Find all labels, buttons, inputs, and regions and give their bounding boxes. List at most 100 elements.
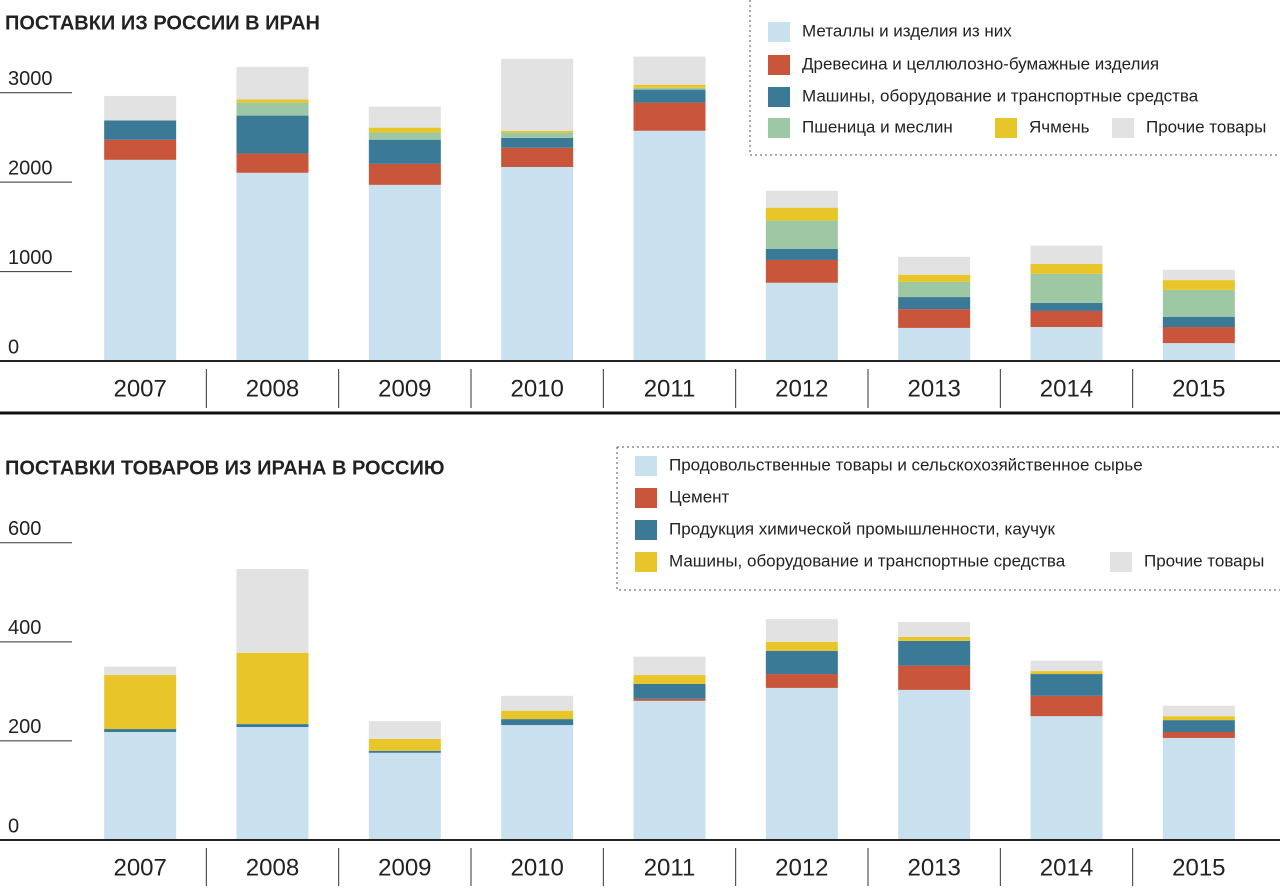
bar-segment [898, 689, 971, 840]
bar-segment [368, 163, 441, 185]
bar-segment [765, 619, 838, 642]
bar-segment [765, 687, 838, 840]
bar-segment [104, 139, 177, 160]
legend-frame [749, 0, 1280, 156]
bar-segment [236, 99, 309, 103]
x-tick-label: 2011 [644, 375, 696, 402]
bar-segment [1162, 289, 1235, 317]
bar-segment [765, 650, 838, 675]
bar-segment [633, 84, 706, 88]
bar-segment [501, 147, 574, 167]
bar-segment [633, 700, 706, 840]
bar-segment [1030, 263, 1103, 274]
bar-segment [1030, 671, 1103, 675]
legend-frame [616, 446, 1280, 591]
x-tick-label: 2010 [510, 375, 563, 402]
bar-segment [368, 127, 441, 133]
y-tick-label: 2000 [8, 157, 53, 179]
bar-segment [633, 56, 706, 85]
bar-segment [236, 724, 309, 728]
legend-label: Машины, оборудование и транспортные сред… [669, 551, 1066, 570]
bar-segment [501, 719, 574, 726]
x-tick-label: 2007 [113, 375, 166, 402]
bar-segment [501, 130, 574, 133]
legend-label: Цемент [669, 487, 730, 506]
bar-segment [1162, 737, 1235, 840]
legend-swatch [635, 488, 657, 508]
bar-segment [1030, 273, 1103, 303]
bar-segment [236, 569, 309, 653]
bar-segment [1162, 269, 1235, 281]
bar-segment [1030, 310, 1103, 328]
x-tick-label: 2013 [907, 854, 960, 881]
x-tick-label: 2009 [378, 375, 431, 402]
legend-swatch [1112, 118, 1134, 138]
bar-segment [1162, 327, 1235, 344]
x-tick-label: 2015 [1172, 854, 1225, 881]
bar-segment [765, 641, 838, 651]
x-tick-label: 2013 [907, 375, 960, 402]
legend-swatch [635, 456, 657, 476]
bar-segment [765, 259, 838, 283]
bar-segment [633, 675, 706, 684]
x-tick-label: 2008 [246, 854, 299, 881]
bar-segment [898, 665, 971, 690]
legend-swatch [635, 520, 657, 540]
bar-segment [633, 656, 706, 676]
bar-segment [236, 727, 309, 840]
bar-segment [368, 738, 441, 751]
bar-segment [1030, 245, 1103, 264]
bar-segment [368, 132, 441, 140]
legend-swatch [768, 87, 790, 107]
bar-segment [104, 95, 177, 121]
bar-segment [765, 282, 838, 361]
bar-segment [765, 190, 838, 208]
y-tick-label: 1000 [8, 247, 53, 269]
chart-title: ПОСТАВКИ ТОВАРОВ ИЗ ИРАНА В РОССИЮ [5, 457, 444, 479]
legend-label: Прочие товары [1144, 551, 1264, 570]
bar-segment [1030, 716, 1103, 840]
legend-label: Пшеница и меслин [802, 117, 953, 136]
bar-segment [633, 698, 706, 701]
legend-swatch [768, 22, 790, 42]
bar-segment [898, 309, 971, 328]
bar-segment [1030, 327, 1103, 361]
bar-segment [633, 102, 706, 131]
y-tick-label: 600 [8, 518, 41, 540]
bar-segment [368, 752, 441, 840]
bar-segment [501, 137, 574, 148]
bar-segment [765, 248, 838, 260]
legend-label: Продовольственные товары и сельскохозяйс… [669, 455, 1143, 474]
bar-segment [898, 640, 971, 666]
bar-segment [236, 102, 309, 116]
bar-segment [633, 89, 706, 103]
legend-label: Машины, оборудование и транспортные сред… [802, 86, 1199, 105]
bar-segment [898, 256, 971, 275]
bar-segment [1162, 280, 1235, 290]
x-tick-label: 2007 [113, 854, 166, 881]
bar-segment [501, 710, 574, 720]
legend-label: Металлы и изделия из них [802, 21, 1012, 40]
bar-segment [501, 132, 574, 138]
x-tick-label: 2015 [1172, 375, 1225, 402]
bar-segment [501, 725, 574, 840]
legend-swatch [635, 552, 657, 572]
legend-label: Ячмень [1029, 117, 1090, 136]
y-tick-label: 3000 [8, 68, 53, 90]
bar-segment [368, 721, 441, 739]
legend-swatch [768, 118, 790, 138]
bar-segment [898, 622, 971, 637]
bar-segment [765, 674, 838, 688]
bar-segment [633, 87, 706, 90]
legend-swatch [1110, 552, 1132, 572]
bar-segment [236, 172, 309, 361]
bar-segment [501, 58, 574, 131]
bar-segment [898, 281, 971, 298]
legend-swatch [995, 118, 1017, 138]
bar-segment [1162, 705, 1235, 717]
y-tick-label: 200 [8, 716, 41, 738]
bar-segment [368, 139, 441, 164]
y-tick-label: 0 [8, 815, 19, 837]
x-tick-label: 2010 [510, 854, 563, 881]
